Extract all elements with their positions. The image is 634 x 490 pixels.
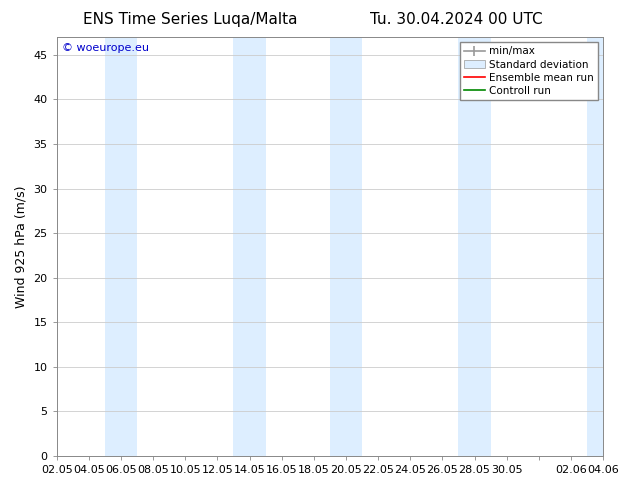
Bar: [233, 37, 266, 456]
Legend: min/max, Standard deviation, Ensemble mean run, Controll run: min/max, Standard deviation, Ensemble me…: [460, 42, 598, 100]
Y-axis label: Wind 925 hPa (m/s): Wind 925 hPa (m/s): [15, 185, 28, 308]
Text: Tu. 30.04.2024 00 UTC: Tu. 30.04.2024 00 UTC: [370, 12, 543, 27]
Bar: [105, 37, 137, 456]
Bar: [458, 37, 491, 456]
Bar: [587, 37, 619, 456]
Text: © woeurope.eu: © woeurope.eu: [62, 43, 149, 53]
Text: ENS Time Series Luqa/Malta: ENS Time Series Luqa/Malta: [83, 12, 297, 27]
Bar: [330, 37, 362, 456]
